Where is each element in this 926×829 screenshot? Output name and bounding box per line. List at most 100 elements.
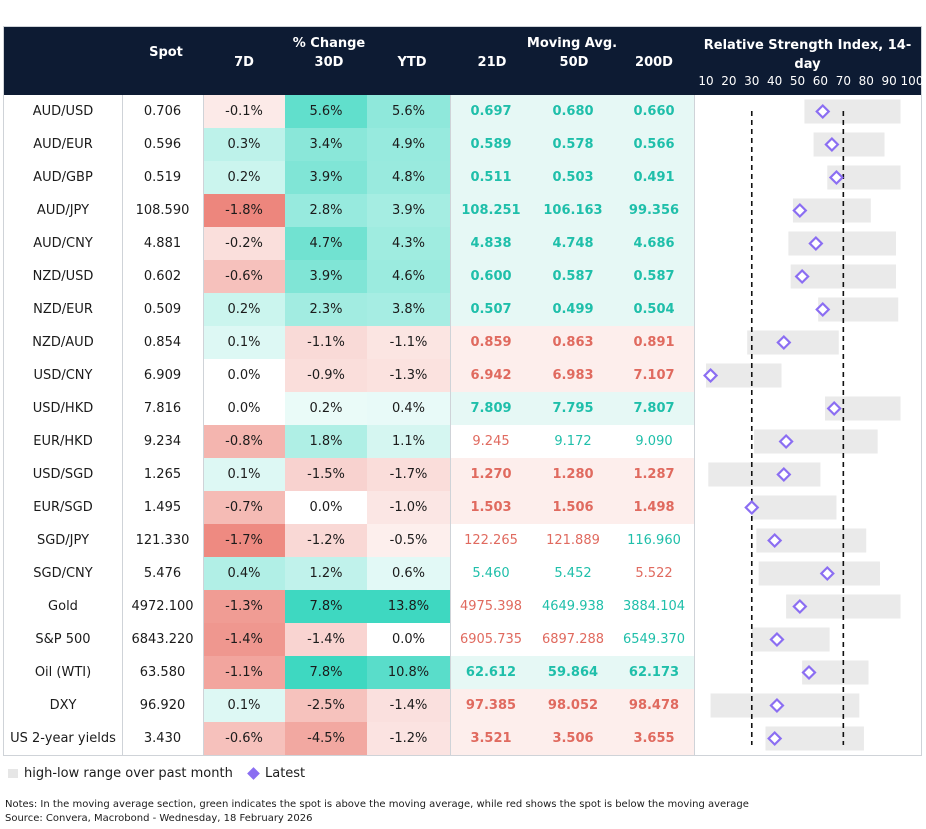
ma-21d: 0.507 — [450, 293, 532, 326]
ma-200d: 7.107 — [614, 359, 694, 392]
rsi-latest-marker — [776, 334, 792, 351]
rsi-range-bar — [813, 132, 885, 157]
rsi-tick-label: 60 — [812, 74, 829, 88]
ma-21d: 1.270 — [450, 458, 532, 491]
header-rsi-title-1: Relative Strength Index, 14- — [703, 38, 912, 53]
change-30d: 5.6% — [285, 95, 367, 128]
change-ytd: -1.3% — [367, 359, 450, 392]
row-label: SGD/CNY — [33, 566, 93, 581]
row-label: EUR/SGD — [33, 500, 93, 515]
ma-21d: 108.251 — [450, 194, 532, 227]
spot-value: 6.909 — [143, 368, 182, 383]
column-divider — [203, 95, 204, 755]
table-row: SGD/JPY 121.330 -1.7% -1.2% -0.5% 122.265 121.… — [4, 524, 921, 557]
change-30d: 2.3% — [285, 293, 367, 326]
ma-50d: 0.587 — [532, 260, 614, 293]
rsi-latest-marker — [769, 631, 785, 648]
ma-21d: 7.809 — [450, 392, 532, 425]
legend-latest-label: Latest — [264, 766, 306, 781]
spot-value: 63.580 — [139, 665, 186, 680]
row-label: EUR/HKD — [33, 434, 93, 449]
ma-21d: 97.385 — [450, 689, 532, 722]
header-moving-avg: Moving Avg. — [526, 36, 618, 51]
row-label: AUD/GBP — [33, 170, 93, 185]
rsi-tick-label: 50 — [789, 74, 806, 88]
table-row: AUD/JPY 108.590 -1.8% 2.8% 3.9% 108.251 106.16… — [4, 194, 921, 227]
change-ytd: 1.1% — [367, 425, 450, 458]
table-row: USD/HKD 7.816 0.0% 0.2% 0.4% 7.809 7.795 7.807 — [4, 392, 921, 425]
range-swatch-icon — [8, 769, 18, 778]
change-ytd: 4.9% — [367, 128, 450, 161]
spot-value: 96.920 — [139, 698, 186, 713]
ma-50d: 9.172 — [532, 425, 614, 458]
change-ytd: 13.8% — [367, 590, 450, 623]
legend: high-low range over past month Latest — [8, 766, 305, 784]
row-label: USD/HKD — [32, 401, 94, 416]
change-ytd: 4.8% — [367, 161, 450, 194]
rsi-latest-marker — [703, 367, 719, 384]
ma-50d: 0.499 — [532, 293, 614, 326]
change-ytd: 5.6% — [367, 95, 450, 128]
ma-200d: 3884.104 — [614, 590, 694, 623]
rsi-latest-marker — [744, 499, 760, 516]
table-row: S&P 500 6843.220 -1.4% -1.4% 0.0% 6905.735 689… — [4, 623, 921, 656]
change-7d: 0.1% — [203, 326, 285, 359]
ma-200d: 98.478 — [614, 689, 694, 722]
ma-200d: 62.173 — [614, 656, 694, 689]
change-30d: -1.1% — [285, 326, 367, 359]
change-30d: 3.9% — [285, 260, 367, 293]
row-label: DXY — [49, 698, 77, 713]
spot-value: 4972.100 — [131, 599, 194, 614]
rsi-tick-label: 30 — [744, 74, 760, 88]
change-ytd: -1.2% — [367, 722, 450, 755]
spot-value: 5.476 — [143, 566, 182, 581]
footnotes: Notes: In the moving average section, gr… — [5, 798, 749, 826]
rsi-tick-label: 20 — [721, 74, 737, 88]
rsi-range-bar — [708, 462, 821, 487]
row-label: S&P 500 — [35, 632, 91, 647]
header-ma50: 50D — [559, 55, 589, 70]
change-ytd: -1.1% — [367, 326, 450, 359]
ma-50d: 0.680 — [532, 95, 614, 128]
change-30d: 7.8% — [285, 590, 367, 623]
ma-21d: 9.245 — [450, 425, 532, 458]
change-ytd: 4.3% — [367, 227, 450, 260]
change-30d: -4.5% — [285, 722, 367, 755]
header-ma200: 200D — [635, 55, 673, 70]
change-7d: -0.6% — [203, 260, 285, 293]
header-spot: Spot — [149, 45, 183, 60]
change-30d: 4.7% — [285, 227, 367, 260]
ma-200d: 7.807 — [614, 392, 694, 425]
rsi-tick-labels: 10 20 30 40 50 60 70 80 90 100 — [694, 74, 924, 90]
table-row: SGD/CNY 5.476 0.4% 1.2% 0.6% 5.460 5.452 5.522 — [4, 557, 921, 590]
rsi-latest-marker — [826, 400, 842, 417]
ma-200d: 0.891 — [614, 326, 694, 359]
rsi-range-bar — [751, 495, 837, 520]
change-ytd: 3.9% — [367, 194, 450, 227]
change-30d: -0.9% — [285, 359, 367, 392]
table-row: EUR/HKD 9.234 -0.8% 1.8% 1.1% 9.245 9.172 9.090 — [4, 425, 921, 458]
change-7d: -1.1% — [203, 656, 285, 689]
table-row: US 2-year yields 3.430 -0.6% -4.5% -1.2% 3.52… — [4, 722, 921, 755]
ma-21d: 62.612 — [450, 656, 532, 689]
spot-value: 121.330 — [135, 533, 190, 548]
ma-200d: 4.686 — [614, 227, 694, 260]
change-ytd: 10.8% — [367, 656, 450, 689]
rsi-tick-label: 100 — [900, 74, 924, 88]
ma-200d: 0.587 — [614, 260, 694, 293]
change-30d: 0.0% — [285, 491, 367, 524]
rsi-range-bar — [754, 429, 878, 454]
legend-range-label: high-low range over past month — [24, 766, 233, 781]
ma-200d: 3.655 — [614, 722, 694, 755]
table-row: NZD/AUD 0.854 0.1% -1.1% -1.1% 0.859 0.863 0.89… — [4, 326, 921, 359]
row-label: USD/CNY — [33, 368, 93, 383]
ma-200d: 99.356 — [614, 194, 694, 227]
spot-value: 1.495 — [143, 500, 182, 515]
row-label: NZD/USD — [32, 269, 94, 284]
spot-value: 0.706 — [143, 104, 182, 119]
change-ytd: -1.4% — [367, 689, 450, 722]
ma-21d: 0.859 — [450, 326, 532, 359]
change-30d: -1.5% — [285, 458, 367, 491]
rsi-latest-marker — [767, 730, 783, 747]
ma-200d: 6549.370 — [614, 623, 694, 656]
